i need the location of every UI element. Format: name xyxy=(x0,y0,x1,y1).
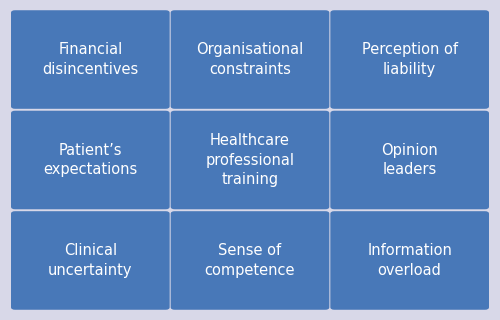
Text: Organisational
constraints: Organisational constraints xyxy=(196,42,304,77)
FancyBboxPatch shape xyxy=(11,211,170,310)
Text: Information
overload: Information overload xyxy=(367,243,452,278)
Text: Opinion
leaders: Opinion leaders xyxy=(382,143,438,177)
FancyBboxPatch shape xyxy=(330,211,489,310)
Text: Healthcare
professional
training: Healthcare professional training xyxy=(206,133,294,187)
FancyBboxPatch shape xyxy=(170,211,330,310)
FancyBboxPatch shape xyxy=(170,10,330,109)
FancyBboxPatch shape xyxy=(330,10,489,109)
Text: Sense of
competence: Sense of competence xyxy=(204,243,295,278)
Text: Financial
disincentives: Financial disincentives xyxy=(42,42,138,77)
FancyBboxPatch shape xyxy=(11,10,170,109)
Text: Clinical
uncertainty: Clinical uncertainty xyxy=(48,243,132,278)
FancyBboxPatch shape xyxy=(330,111,489,209)
FancyBboxPatch shape xyxy=(170,111,330,209)
FancyBboxPatch shape xyxy=(11,111,170,209)
Text: Patient’s
expectations: Patient’s expectations xyxy=(43,143,138,177)
Text: Perception of
liability: Perception of liability xyxy=(362,42,458,77)
